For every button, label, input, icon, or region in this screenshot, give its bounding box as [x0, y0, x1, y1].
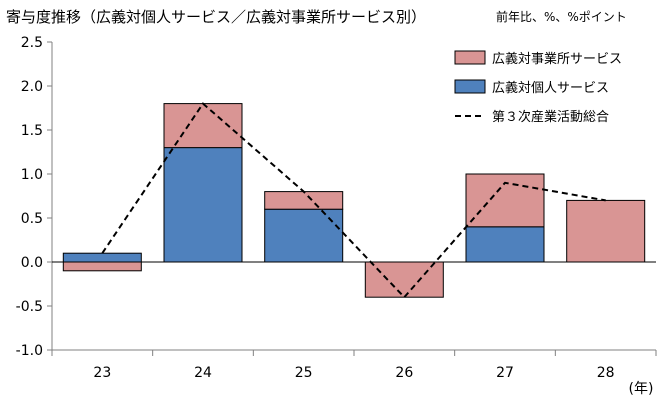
y-tick-label: -0.5: [16, 299, 43, 315]
x-tick-label-25: 25: [295, 365, 313, 381]
bar-business-23: [62, 261, 142, 272]
line-layer: [101, 102, 606, 299]
bars-layer: [62, 103, 646, 298]
bar-individual-25: [264, 208, 344, 263]
y-tick-label: 1.5: [21, 123, 43, 139]
axes-layer: 2.5 2.0 1.5 1.0 0.5 0.0 -0.5 -1.0 23 24 25 26 27 28 (年…: [16, 35, 657, 397]
unit-note: 前年比、%、%ポイント: [496, 10, 627, 24]
bar-business-26: [364, 261, 444, 298]
y-tick-label: 1.0: [21, 167, 43, 183]
bar-individual-23: [62, 252, 142, 263]
x-tick-label-28: 28: [597, 365, 615, 381]
x-axis-unit-label: (年): [629, 381, 654, 397]
x-tick-label-24: 24: [194, 365, 212, 381]
legend-label-individual: 広義対個人サービス: [492, 80, 609, 96]
legend-label-business: 広義対事業所サービス: [492, 51, 622, 67]
legend-label-total: 第３次産業活動総合: [492, 109, 609, 125]
bar-business-25: [264, 191, 344, 210]
y-tick-label: 0.5: [21, 211, 43, 227]
y-tick-label: 0.0: [21, 255, 43, 271]
legend-swatch-individual: [454, 79, 486, 94]
y-tick-label: 2.5: [21, 35, 43, 51]
total-activity-line: [101, 102, 606, 299]
y-tick-label: 2.0: [21, 79, 43, 95]
chart-title: 寄与度推移（広義対個人サービス／広義対事業所サービス別）: [6, 8, 427, 26]
bar-business-28: [566, 199, 646, 263]
bar-individual-27: [465, 226, 545, 263]
bar-individual-24: [163, 147, 243, 263]
bar-business-24: [163, 103, 243, 149]
x-tick-label-23: 23: [93, 365, 111, 381]
x-tick-label-27: 27: [496, 365, 514, 381]
y-tick-label: -1.0: [16, 343, 43, 359]
x-tick-label-26: 26: [395, 365, 413, 381]
legend-swatch-business: [454, 50, 486, 65]
